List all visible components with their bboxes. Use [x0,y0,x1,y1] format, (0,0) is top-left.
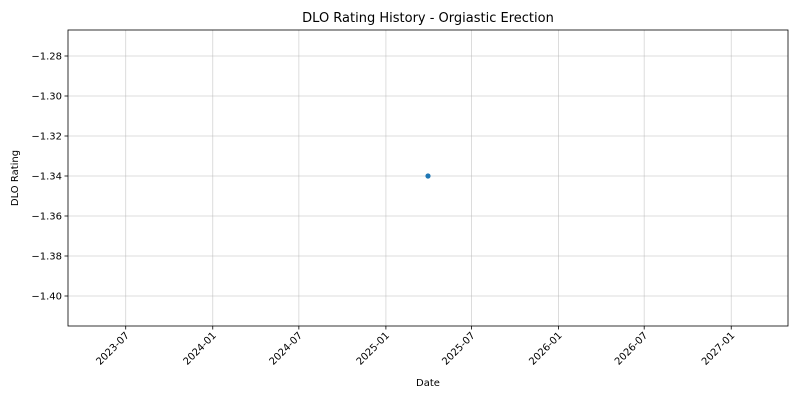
point-layer [425,173,431,179]
y-tick-label: −1.32 [31,132,62,143]
chart-title: DLO Rating History - Orgiastic Erection [302,11,554,26]
y-axis-label: DLO Rating [10,150,21,206]
y-tick-label: −1.36 [31,212,62,223]
x-tick-label: 2026-07 [613,330,650,367]
x-tick-label: 2025-07 [440,330,477,367]
x-tick-label: 2023-07 [95,330,132,367]
y-tick-label: −1.38 [31,252,62,263]
x-tick-label: 2027-01 [700,330,737,367]
x-tick-label: 2024-01 [182,330,219,367]
x-axis-label: Date [416,378,440,389]
x-tick-label: 2026-01 [527,330,564,367]
y-tick-label: −1.28 [31,52,62,63]
plot-frame [67,29,789,327]
grid-layer [68,30,788,326]
tick-layer: −1.28 −1.30 −1.32 −1.34 −1.36 −1.38 −1.40 2023-… [31,52,737,368]
y-tick-label: −1.34 [31,172,62,183]
x-tick-label: 2024-07 [268,330,305,367]
y-tick-label: −1.40 [31,292,62,303]
y-tick-label: −1.30 [31,92,62,103]
data-point [425,173,431,179]
x-tick-label: 2025-01 [355,330,392,367]
